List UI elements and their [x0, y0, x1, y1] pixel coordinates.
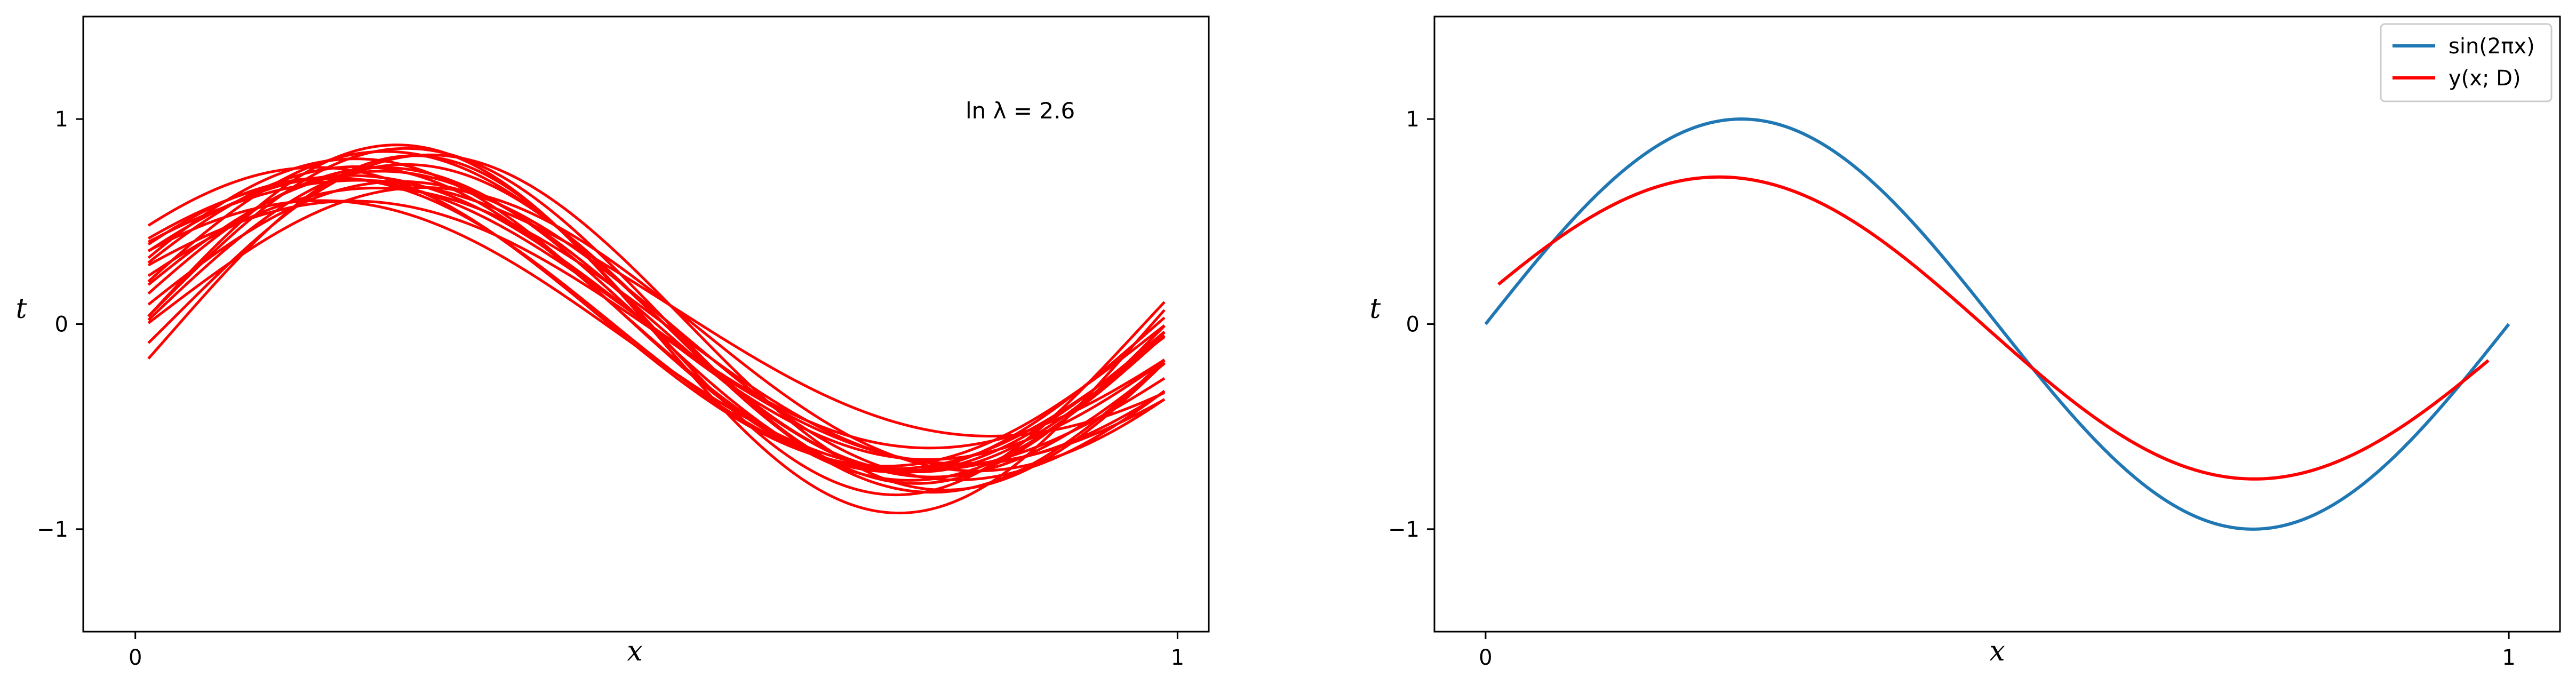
left-chart-panel: 0 1 −1 0 1 ln λ = 2.6 x t	[16, 15, 1210, 670]
sin-curve	[1484, 117, 2510, 531]
left-fit-curve-15	[147, 166, 1166, 468]
left-fit-curve-0	[147, 170, 1166, 479]
right-y-axis-label: t	[1370, 293, 1381, 325]
legend-label-fit: y(x; D)	[2449, 66, 2521, 91]
right-ticks: 0 1 −1 0 1	[1388, 107, 2516, 670]
left-fit-curve-16	[147, 186, 1166, 473]
left-plot-lines	[147, 144, 1166, 515]
left-y-axis-label: t	[16, 293, 27, 325]
legend-box	[2380, 23, 2553, 102]
left-y-tick-label: −1	[37, 517, 68, 542]
left-ticks: 0 1 −1 0 1	[37, 107, 1184, 670]
left-fit-curve-12	[147, 165, 1166, 474]
left-fit-curve-13	[147, 179, 1166, 438]
left-y-tick-label: 1	[55, 107, 68, 132]
left-annotation: ln λ = 2.6	[966, 98, 1075, 124]
left-y-tick-label: 0	[55, 313, 68, 337]
right-x-tick-label: 1	[2502, 646, 2515, 670]
right-plot-lines	[1484, 117, 2510, 531]
right-chart-panel: 0 1 −1 0 1 x t sin(2πx) y(x; D)	[1370, 15, 2561, 670]
left-fit-curve-11	[147, 186, 1166, 466]
right-y-tick-label: −1	[1388, 517, 1419, 542]
right-y-tick-label: 0	[1406, 313, 1419, 337]
left-fit-curve-8	[147, 153, 1166, 492]
right-legend: sin(2πx) y(x; D)	[2380, 23, 2553, 102]
left-x-axis-label: x	[627, 635, 642, 667]
right-x-tick-label: 0	[1479, 646, 1492, 670]
left-fit-curve-18	[147, 199, 1166, 472]
left-fit-curve-19	[147, 147, 1166, 485]
left-x-tick-label: 1	[1171, 646, 1184, 670]
left-x-tick-label: 0	[129, 646, 142, 670]
right-x-axis-label: x	[1989, 635, 2005, 667]
legend-label-sin: sin(2πx)	[2449, 34, 2535, 59]
right-y-tick-label: 1	[1406, 107, 1419, 132]
fit-curve	[1497, 175, 2490, 481]
